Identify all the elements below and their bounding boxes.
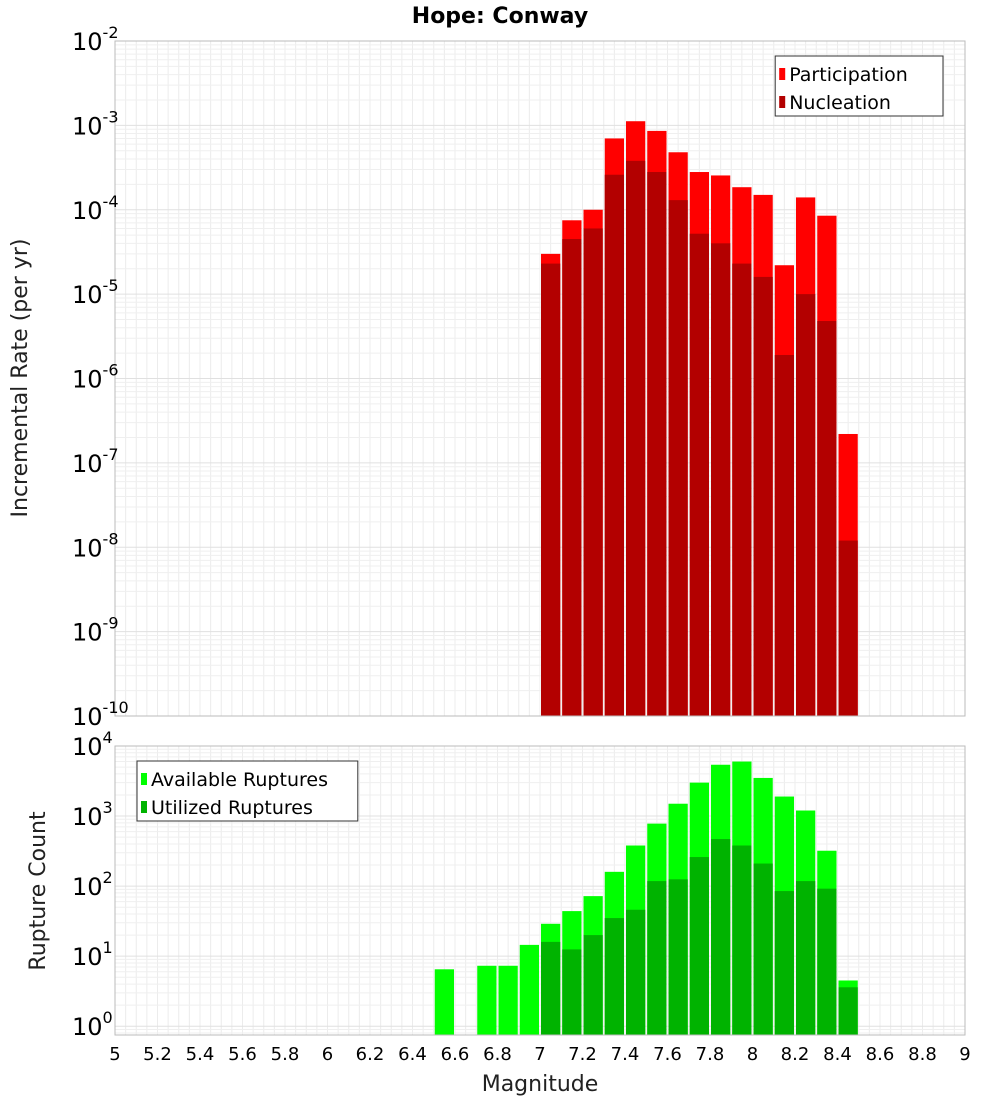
- x-tick-label: 8.2: [781, 1044, 810, 1065]
- top-axis-frame: [114, 40, 966, 717]
- bottom-bar: [626, 909, 646, 1035]
- x-tick-label: 9: [959, 1044, 970, 1065]
- top-y-axis-label: Incremental Rate (per yr): [8, 239, 33, 518]
- top-legend: Participation Nucleation: [774, 55, 944, 117]
- top-y-tick-label: 10-10: [72, 698, 129, 731]
- x-tick-label: 5.8: [271, 1044, 300, 1065]
- x-tick-label: 8.4: [823, 1044, 852, 1065]
- bottom-y-tick-label: 101: [72, 938, 113, 971]
- x-tick-label: 6.6: [441, 1044, 470, 1065]
- x-tick-label: 7: [534, 1044, 545, 1065]
- bottom-bar: [434, 969, 454, 1035]
- top-legend-swatch: [779, 68, 786, 80]
- top-bar: [541, 263, 561, 716]
- top-y-tick-label: 10-9: [72, 614, 119, 647]
- x-tick-label: 5.6: [228, 1044, 257, 1065]
- top-legend-box: [774, 55, 944, 117]
- x-tick-label: 6.8: [483, 1044, 512, 1065]
- bottom-bar: [838, 987, 858, 1035]
- bottom-y-tick-label: 100: [72, 1008, 113, 1041]
- x-tick-label: 8.8: [908, 1044, 937, 1065]
- top-legend-label: Participation: [789, 64, 908, 86]
- bottom-legend-box: [136, 760, 359, 822]
- x-axis-label: Magnitude: [482, 1072, 599, 1097]
- top-series-1: [541, 160, 858, 717]
- x-tick-label: 8: [747, 1044, 758, 1065]
- x-tick-label: 6.4: [398, 1044, 427, 1065]
- bottom-bar: [541, 941, 561, 1035]
- bottom-series-1: [541, 839, 858, 1035]
- top-y-tick-label: 10-2: [72, 23, 119, 56]
- x-tick-label: 7.6: [653, 1044, 682, 1065]
- bottom-bar: [689, 857, 709, 1035]
- top-grid: [114, 41, 966, 717]
- top-y-tick-label: 10-4: [72, 192, 119, 225]
- top-bar: [732, 263, 752, 716]
- top-bar: [711, 243, 731, 717]
- bottom-y-tick-label: 102: [72, 868, 113, 901]
- bottom-legend-label: Utilized Ruptures: [151, 797, 313, 819]
- top-y-tick-label: 10-5: [72, 276, 119, 309]
- top-bar: [689, 233, 709, 716]
- bottom-y-axis-label: Rupture Count: [26, 811, 51, 971]
- bottom-bar: [796, 881, 816, 1035]
- top-bar: [647, 172, 667, 716]
- bottom-bar: [519, 944, 539, 1035]
- x-tick-label: 7.2: [568, 1044, 597, 1065]
- top-y-tick-label: 10-3: [72, 107, 119, 140]
- top-y-tick-label: 10-8: [72, 529, 119, 562]
- bottom-bar: [604, 918, 624, 1035]
- top-bar: [838, 540, 858, 716]
- top-y-tick-label: 10-7: [72, 445, 119, 478]
- bottom-bar: [817, 888, 837, 1035]
- bottom-bar: [562, 949, 582, 1035]
- chart-title: Hope: Conway: [412, 4, 588, 29]
- top-bar: [583, 228, 603, 716]
- x-tick-label: 5.2: [143, 1044, 172, 1065]
- top-bar: [626, 160, 646, 717]
- x-tick-label: 5.4: [186, 1044, 215, 1065]
- bottom-bar: [774, 891, 794, 1035]
- top-bar: [817, 321, 837, 716]
- x-tick-label: 5: [109, 1044, 120, 1065]
- x-tick-label: 6: [322, 1044, 333, 1065]
- x-tick-label: 7.4: [611, 1044, 640, 1065]
- bottom-bar: [753, 863, 773, 1035]
- top-bar: [753, 276, 773, 716]
- bottom-bar: [583, 935, 603, 1035]
- top-legend-label: Nucleation: [789, 92, 891, 114]
- x-tick-label: 6.2: [356, 1044, 385, 1065]
- bottom-y-tick-label: 104: [72, 728, 113, 761]
- bottom-legend-label: Available Ruptures: [151, 769, 328, 791]
- top-bar: [562, 239, 582, 716]
- top-bar: [796, 294, 816, 716]
- bottom-axis-frame: [114, 745, 966, 1036]
- bottom-legend-swatch: [141, 801, 147, 813]
- top-y-tick-label: 10-6: [72, 361, 119, 394]
- bottom-bar: [668, 879, 688, 1035]
- bottom-bar: [498, 965, 518, 1035]
- bottom-y-tick-label: 103: [72, 798, 113, 831]
- top-bar: [774, 354, 794, 716]
- top-bar: [668, 200, 688, 716]
- bottom-bar: [477, 965, 497, 1035]
- top-bar: [604, 174, 624, 716]
- bottom-bar: [732, 845, 752, 1035]
- x-tick-label: 8.6: [866, 1044, 895, 1065]
- bottom-legend-swatch: [141, 773, 147, 785]
- top-legend-swatch: [779, 96, 786, 108]
- bottom-legend: Available Ruptures Utilized Ruptures: [136, 760, 359, 822]
- bottom-bar: [647, 881, 667, 1035]
- bottom-bar: [711, 839, 731, 1035]
- x-tick-label: 7.8: [696, 1044, 725, 1065]
